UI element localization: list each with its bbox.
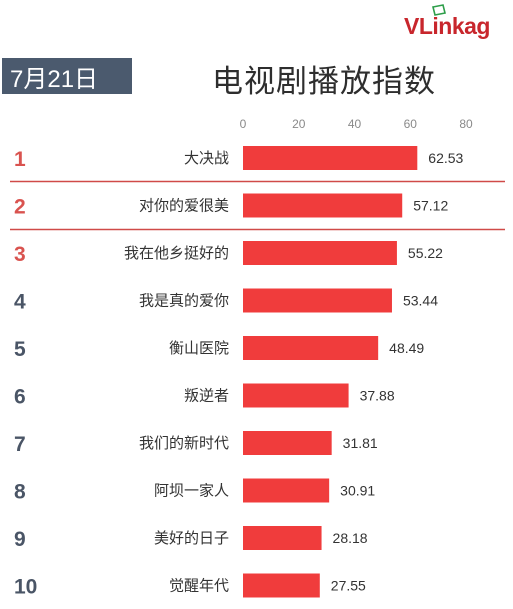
rank-label: 5 [14, 338, 26, 361]
value-label: 55.22 [408, 245, 443, 261]
rank-label: 7 [14, 433, 26, 456]
category-label: 大决战 [184, 149, 229, 167]
x-tick-label: 80 [459, 117, 473, 131]
logo-text-suffix: ag [464, 13, 490, 39]
rank-label: 8 [14, 481, 26, 504]
logo-text: VLinkag [404, 13, 490, 40]
rank-label: 10 [14, 576, 37, 599]
date-label: 7月21日 [10, 65, 99, 93]
category-label: 衡山医院 [169, 339, 229, 357]
value-label: 31.81 [343, 435, 378, 451]
logo-text-main: VLink [404, 13, 465, 39]
category-label: 我们的新时代 [139, 434, 229, 452]
x-tick-label: 60 [404, 117, 418, 131]
logo-icon [432, 4, 446, 16]
x-tick-label: 40 [348, 117, 362, 131]
bar [243, 431, 332, 455]
value-label: 37.88 [360, 388, 395, 404]
bar [243, 526, 322, 550]
category-label: 我是真的爱你 [139, 292, 229, 310]
bar [243, 478, 330, 503]
bar [243, 383, 349, 408]
value-label: 57.12 [413, 198, 448, 214]
rank-label: 4 [14, 291, 26, 314]
rank-label: 3 [14, 243, 26, 266]
value-label: 53.44 [403, 293, 438, 309]
value-label: 27.55 [331, 578, 366, 594]
bar [243, 288, 392, 313]
rank-label: 1 [14, 148, 26, 171]
category-label: 美好的日子 [154, 529, 229, 547]
x-tick-label: 20 [292, 117, 306, 131]
x-tick-label: 0 [240, 117, 247, 131]
rank-label: 2 [14, 196, 26, 219]
value-label: 30.91 [340, 483, 375, 499]
bar [243, 146, 418, 170]
date-badge: 7月21日 [2, 58, 132, 94]
bar [243, 193, 403, 218]
value-label: 62.53 [428, 150, 463, 166]
category-label: 对你的爱很美 [139, 197, 229, 215]
chart-title: 电视剧播放指数 [212, 64, 436, 100]
brand-logo: VLinkag [404, 4, 490, 40]
rank-label: 6 [14, 386, 26, 409]
value-label: 48.49 [389, 340, 424, 356]
category-label: 觉醒年代 [169, 577, 229, 595]
bar [243, 336, 379, 360]
bar [243, 241, 397, 265]
category-label: 阿坝一家人 [154, 482, 229, 500]
bar [243, 573, 320, 598]
category-label: 我在他乡挺好的 [124, 244, 229, 262]
value-label: 28.18 [333, 530, 368, 546]
rank-label: 9 [14, 528, 26, 551]
category-label: 叛逆者 [184, 387, 229, 405]
